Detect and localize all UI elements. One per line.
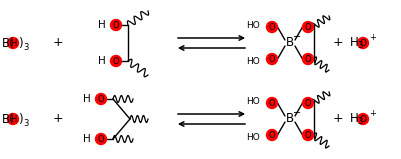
Text: +: +	[333, 37, 343, 49]
Text: O: O	[305, 98, 311, 107]
Text: ): )	[18, 113, 22, 125]
Text: B: B	[286, 37, 294, 49]
Circle shape	[111, 55, 122, 66]
Circle shape	[358, 114, 369, 124]
Text: H: H	[350, 113, 359, 125]
Text: O: O	[113, 56, 119, 66]
Circle shape	[8, 114, 18, 124]
Text: B: B	[286, 113, 294, 125]
Circle shape	[302, 21, 314, 32]
Text: O: O	[98, 135, 104, 144]
Text: H: H	[10, 114, 16, 124]
Circle shape	[302, 129, 314, 141]
Text: +: +	[333, 113, 343, 125]
Circle shape	[302, 97, 314, 108]
Circle shape	[95, 134, 107, 145]
Circle shape	[8, 38, 18, 48]
Text: +: +	[369, 34, 376, 42]
Text: O: O	[269, 131, 275, 139]
Text: O: O	[305, 55, 311, 63]
Circle shape	[95, 93, 107, 104]
Text: H: H	[98, 20, 106, 30]
Text: O: O	[269, 98, 275, 107]
Text: B(: B(	[2, 37, 15, 49]
Circle shape	[267, 129, 277, 141]
Text: 3: 3	[357, 41, 363, 51]
Text: O: O	[269, 55, 275, 63]
Circle shape	[267, 53, 277, 65]
Text: ): )	[18, 37, 22, 49]
Text: HO: HO	[246, 97, 260, 106]
Text: 3: 3	[23, 118, 28, 128]
Text: H: H	[350, 37, 359, 49]
Text: O: O	[113, 21, 119, 30]
Circle shape	[358, 38, 369, 48]
Text: O: O	[305, 23, 311, 31]
Text: +: +	[53, 37, 63, 49]
Text: −: −	[293, 108, 301, 118]
Text: H: H	[83, 134, 91, 144]
Text: O: O	[269, 23, 275, 31]
Circle shape	[267, 97, 277, 108]
Text: O: O	[98, 94, 104, 104]
Text: −: −	[293, 32, 301, 42]
Circle shape	[302, 53, 314, 65]
Text: 3: 3	[23, 42, 28, 52]
Circle shape	[267, 21, 277, 32]
Text: +: +	[369, 110, 376, 118]
Text: HO: HO	[246, 56, 260, 66]
Text: H: H	[10, 38, 16, 48]
Text: O: O	[305, 131, 311, 139]
Circle shape	[111, 20, 122, 31]
Text: HO: HO	[246, 132, 260, 142]
Text: H: H	[83, 94, 91, 104]
Text: 3: 3	[357, 118, 363, 127]
Text: B(: B(	[2, 113, 15, 125]
Text: HO: HO	[246, 21, 260, 30]
Text: H: H	[98, 56, 106, 66]
Text: +: +	[53, 113, 63, 125]
Text: O: O	[360, 38, 367, 48]
Text: O: O	[360, 114, 367, 124]
